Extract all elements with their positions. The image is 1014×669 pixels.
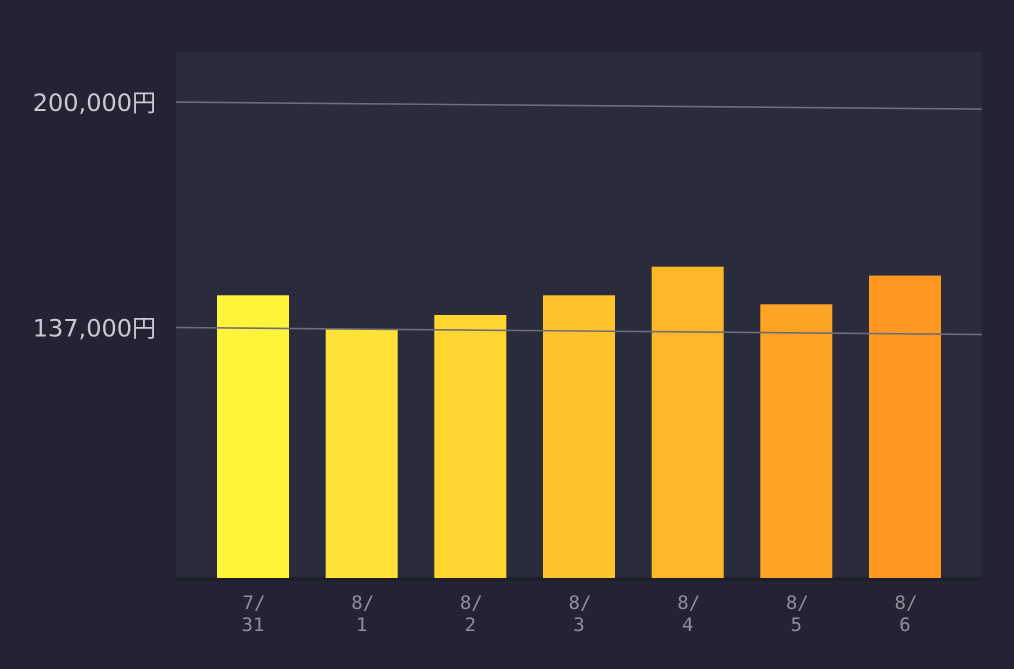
plot-baseline-shadow	[176, 577, 982, 581]
x-tick-labels-group: 7/318/18/28/38/48/58/6	[242, 592, 918, 636]
bar	[869, 275, 941, 578]
x-tick-label-day: 1	[356, 614, 367, 636]
bar	[543, 295, 615, 578]
bar	[325, 329, 398, 578]
bar	[434, 315, 507, 578]
x-tick-label-month: 8/	[460, 592, 483, 614]
x-tick-label-day: 2	[465, 614, 476, 636]
x-tick-label-day: 5	[791, 614, 802, 636]
x-tick-label-day: 4	[682, 614, 693, 636]
bar	[651, 266, 724, 578]
x-tick-label-month: 8/	[677, 592, 700, 614]
reference-line	[175, 101, 983, 110]
x-tick-label-day: 6	[899, 614, 910, 636]
bar	[217, 295, 289, 578]
reference-labels-group: 200,000円 137,000円	[33, 89, 156, 342]
x-tick-label-day: 31	[242, 614, 265, 636]
x-tick-label-month: 8/	[569, 592, 592, 614]
reference-line	[175, 326, 983, 336]
reference-lines-group	[175, 101, 983, 336]
x-tick-label-month: 7/	[243, 592, 266, 614]
x-tick-label-day: 3	[573, 614, 584, 636]
bars-group	[217, 266, 941, 578]
reference-line-label: 200,000円	[33, 89, 156, 117]
reference-line-label: 137,000円	[33, 315, 156, 343]
x-tick-label-month: 8/	[895, 592, 918, 614]
x-tick-label-month: 8/	[786, 592, 809, 614]
x-tick-label-month: 8/	[351, 592, 374, 614]
bar	[760, 304, 833, 578]
